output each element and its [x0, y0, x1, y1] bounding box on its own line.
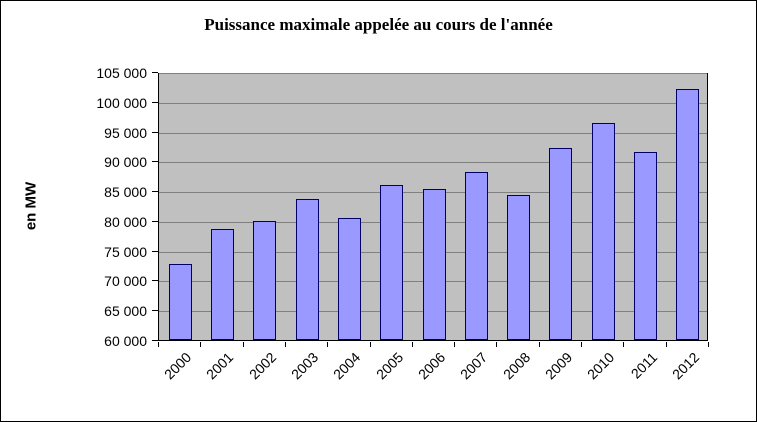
y-tick-mark [152, 340, 158, 341]
gridline [159, 162, 707, 164]
x-tick-mark [158, 342, 159, 347]
bar [253, 221, 277, 340]
x-tick-mark [496, 342, 498, 347]
x-axis-label: 2005 [372, 349, 407, 383]
x-axis-label: 2007 [457, 349, 491, 383]
y-axis-label: 75 000 [104, 243, 147, 260]
y-axis-label: 95 000 [104, 124, 147, 141]
x-tick-mark [538, 342, 540, 347]
bar [549, 148, 573, 340]
x-axis-label: 2006 [414, 349, 449, 383]
gridline [159, 102, 707, 104]
bar [210, 229, 234, 340]
x-axis-label: 2012 [668, 349, 703, 383]
y-tick-mark [152, 280, 158, 282]
x-tick-mark [200, 342, 202, 347]
bar [295, 199, 319, 340]
x-tick-mark [623, 342, 625, 347]
x-axis-label: 2004 [330, 349, 364, 383]
y-axis-label: 70 000 [104, 273, 147, 290]
bar [464, 172, 488, 340]
y-axis-label: 105 000 [96, 65, 147, 81]
y-axis-label: 85 000 [104, 184, 147, 201]
y-tick-mark [152, 310, 158, 312]
chart-title: Puissance maximale appelée au cours de l… [204, 15, 553, 34]
x-tick-mark [454, 342, 456, 347]
y-axis-label: 60 000 [104, 333, 147, 349]
y-axis-label: 90 000 [104, 154, 147, 171]
bar [422, 189, 446, 340]
y-axis-label: 100 000 [96, 94, 147, 111]
x-axis-label: 2000 [161, 349, 195, 383]
y-axis-label: 65 000 [104, 303, 147, 320]
x-axis-label: 2002 [245, 349, 280, 383]
bar [380, 185, 404, 340]
y-tick-mark [152, 220, 158, 222]
x-tick-mark [242, 342, 244, 347]
y-tick-mark [152, 72, 158, 73]
y-axis-title: en MW [22, 181, 40, 231]
x-tick-mark [411, 342, 413, 347]
x-tick-mark [327, 342, 329, 347]
x-tick-mark [284, 342, 286, 347]
y-tick-mark [152, 161, 158, 163]
x-tick-mark [708, 342, 709, 347]
y-tick-mark [152, 101, 158, 103]
bar [591, 123, 615, 340]
bar [507, 195, 531, 340]
bar [634, 152, 658, 340]
gridline [159, 73, 707, 74]
y-tick-mark [152, 191, 158, 193]
x-axis-label: 2011 [627, 349, 660, 382]
gridline [159, 132, 707, 134]
bar [337, 218, 361, 340]
plot-area [158, 73, 708, 341]
x-axis-label: 2003 [288, 349, 322, 383]
x-tick-mark [581, 342, 583, 347]
bar [676, 89, 700, 340]
x-tick-mark [369, 342, 371, 347]
y-tick-mark [152, 250, 158, 252]
x-axis-label: 2009 [541, 349, 576, 383]
x-tick-mark [665, 342, 667, 347]
y-tick-mark [152, 131, 158, 133]
x-axis-label: 2008 [499, 349, 533, 383]
x-axis-label: 2001 [203, 349, 237, 383]
y-axis-label: 80 000 [104, 213, 147, 230]
bar [168, 264, 192, 340]
x-axis-label: 2010 [584, 349, 618, 383]
